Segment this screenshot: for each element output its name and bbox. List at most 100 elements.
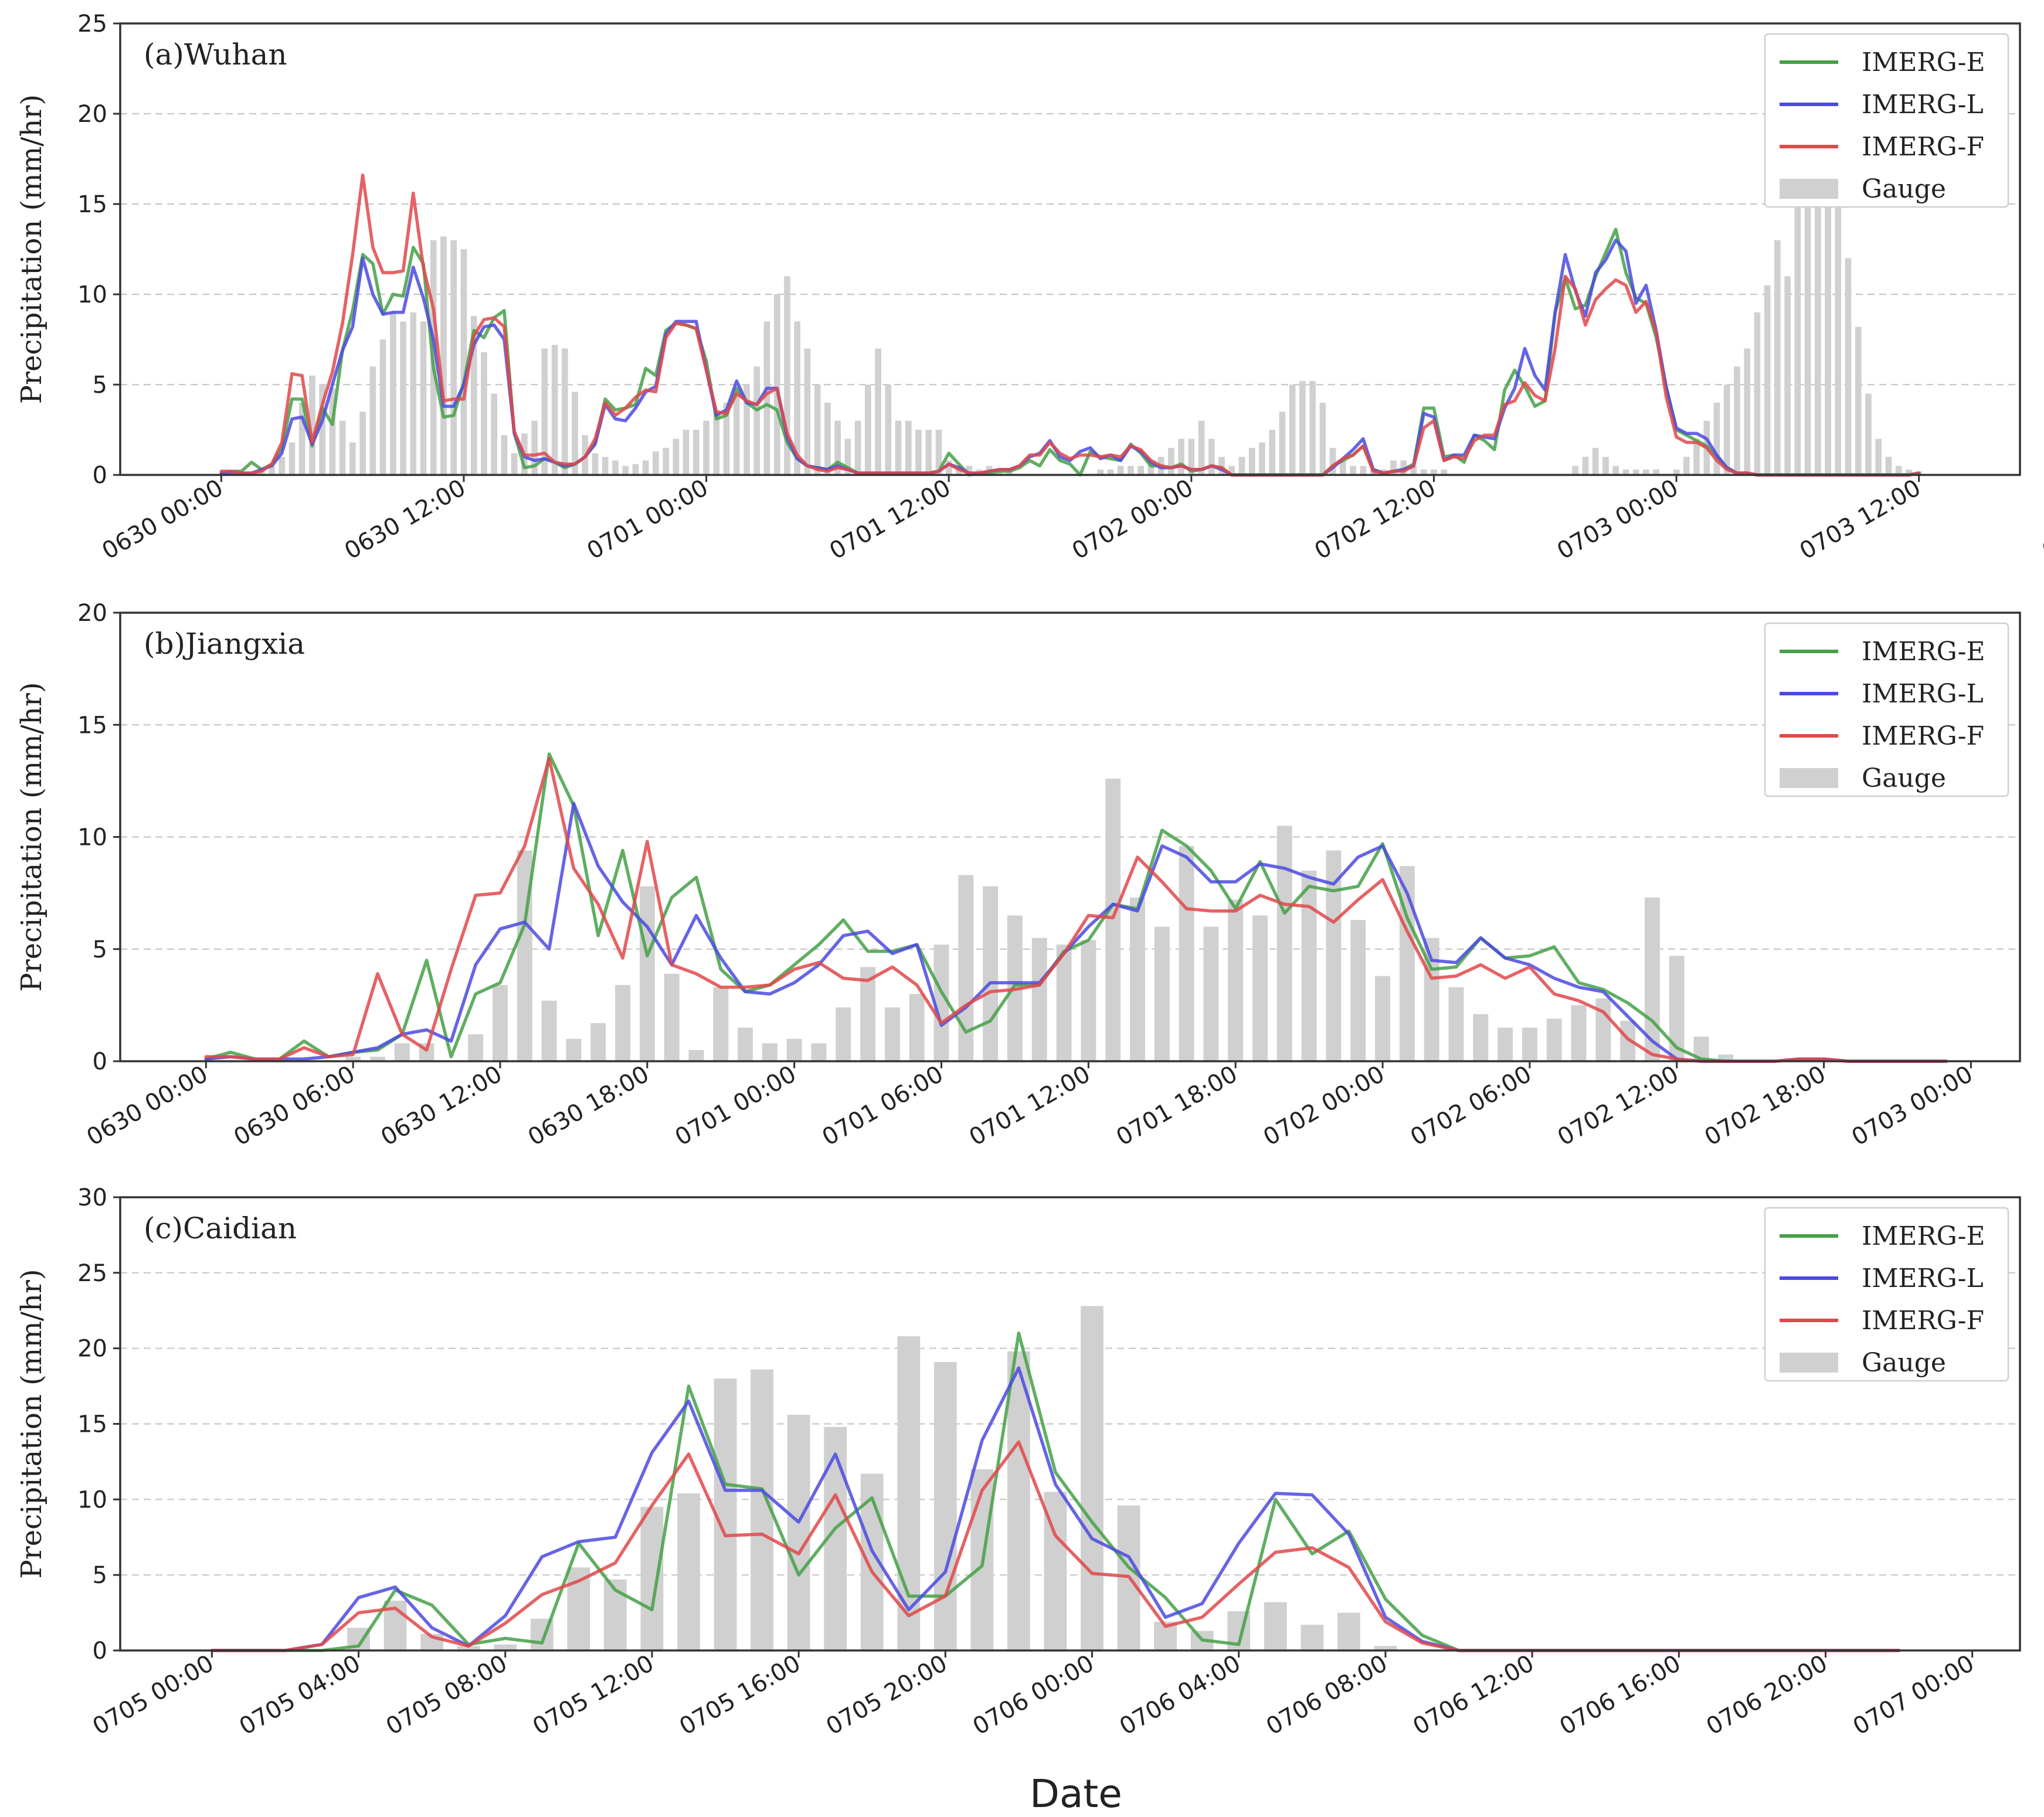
gauge-bar-wuhan — [814, 385, 821, 475]
gauge-bar-wuhan — [1006, 471, 1013, 475]
gauge-bar-wuhan — [602, 457, 609, 475]
gauge-bar-wuhan — [925, 430, 932, 475]
gauge-bar-wuhan — [1734, 366, 1740, 475]
gauge-bar-wuhan — [915, 430, 922, 475]
gauge-bar-wuhan — [349, 442, 356, 475]
gauge-bar-jiangxia — [909, 994, 925, 1061]
gauge-bar-wuhan — [1865, 393, 1872, 475]
legend-box-caidian — [1764, 1207, 2009, 1382]
gauge-bar-wuhan — [541, 348, 548, 475]
legend-label-gauge: Gauge — [1862, 763, 1946, 793]
gauge-bar-wuhan — [733, 393, 740, 475]
gauge-bar-caidian — [787, 1415, 810, 1650]
xtick-label-jiangxia: 0701 00:00 — [671, 1061, 801, 1152]
legend-label-imerg-l: IMERG-L — [1862, 679, 1984, 709]
series-imerg-f-line-wuhan — [219, 173, 1921, 477]
gauge-bar-wuhan — [1188, 439, 1195, 475]
gauge-bar-jiangxia — [1546, 1018, 1562, 1061]
gauge-bar-wuhan — [1794, 204, 1801, 475]
legend-label-imerg-f: IMERG-F — [1862, 132, 1984, 162]
plot-area-caidian — [119, 1196, 2021, 1652]
gauge-bar-jiangxia — [1081, 940, 1096, 1061]
gauge-bar-wuhan — [713, 412, 720, 475]
y-axis-label-jiangxia: Precipitation (mm/hr) — [15, 682, 48, 991]
gauge-bar-wuhan — [632, 464, 639, 475]
legend-label-imerg-l: IMERG-L — [1862, 90, 1984, 120]
gauge-bar-wuhan — [692, 430, 700, 475]
gauge-bar-caidian — [1007, 1351, 1030, 1650]
ytick-label-caidian: 30 — [77, 1184, 107, 1211]
gauge-bar-caidian — [933, 1361, 957, 1650]
gauge-bar-wuhan — [1875, 439, 1882, 475]
gauge-bar-jiangxia — [1252, 915, 1268, 1061]
gauge-bar-jiangxia — [1301, 870, 1317, 1061]
gauge-bar-wuhan — [1238, 457, 1245, 475]
gauge-bar-jiangxia — [983, 886, 999, 1061]
xtick-label-jiangxia: 0701 12:00 — [965, 1061, 1095, 1152]
ytick-label-jiangxia: 10 — [77, 824, 107, 851]
y-axis-label-wuhan: Precipitation (mm/hr) — [15, 94, 48, 404]
gauge-bar-wuhan — [511, 453, 518, 475]
gauge-bar-wuhan — [298, 402, 305, 475]
gauge-bar-wuhan — [683, 430, 690, 475]
legend-label-imerg-e: IMERG-E — [1862, 47, 1985, 77]
legend-box-wuhan — [1764, 33, 2009, 208]
x-axis-label: Date — [1030, 1771, 1122, 1816]
gauge-bar-wuhan — [1319, 402, 1326, 475]
gauge-bar-wuhan — [834, 420, 841, 475]
gauge-bar-wuhan — [481, 352, 487, 475]
gauge-bar-wuhan — [379, 339, 386, 475]
gauge-bar-wuhan — [1107, 469, 1114, 475]
gauge-bar-wuhan — [1774, 240, 1781, 475]
gauge-bar-wuhan — [804, 348, 811, 475]
xtick-label-caidian: 0706 16:00 — [1555, 1650, 1685, 1741]
gauge-bar-wuhan — [1178, 439, 1184, 475]
gauge-bar-wuhan — [1673, 469, 1680, 475]
ytick-label-jiangxia: 20 — [77, 600, 107, 627]
gauge-bar-wuhan — [1804, 77, 1811, 475]
gauge-bar-wuhan — [854, 420, 861, 475]
series-imerg-l-line-jiangxia — [204, 801, 1948, 1063]
gauge-bar-jiangxia — [688, 1050, 704, 1061]
gauge-bar-caidian — [1337, 1612, 1360, 1650]
gauge-bar-wuhan — [663, 447, 669, 475]
gauge-bar-jiangxia — [836, 1007, 851, 1061]
gauge-bar-wuhan — [1622, 469, 1629, 475]
gauge-bar-wuhan — [572, 392, 578, 475]
gauge-bar-caidian — [1264, 1602, 1287, 1650]
gauge-bar-wuhan — [309, 375, 315, 475]
panel-title-wuhan: (a)Wuhan — [144, 38, 287, 72]
gauge-bar-jiangxia — [493, 984, 508, 1061]
legend-box-jiangxia — [1764, 622, 2009, 797]
gauge-bar-wuhan — [1835, 195, 1842, 475]
gauge-bar-jiangxia — [811, 1043, 827, 1061]
panel-wuhan: 0 5 10 15 20 25 0630 00:00 0630 12:00 0701 00:00… — [15, 11, 2044, 565]
gauge-bar-wuhan — [753, 366, 760, 475]
xtick-label-wuhan: 0704 00:00 — [2038, 474, 2044, 565]
gauge-bar-wuhan — [470, 315, 477, 475]
gauge-bar-wuhan — [642, 460, 649, 475]
gauge-bar-wuhan — [279, 457, 286, 475]
legend-label-imerg-e: IMERG-E — [1862, 1221, 1985, 1251]
gauge-bar-wuhan — [703, 420, 709, 475]
gauge-bar-wuhan — [844, 439, 851, 475]
ytick-label-jiangxia: 0 — [93, 1048, 107, 1075]
gauge-bar-wuhan — [1825, 186, 1831, 475]
legend-label-gauge: Gauge — [1862, 1348, 1946, 1378]
legend-label-gauge: Gauge — [1862, 174, 1946, 204]
gauge-bar-wuhan — [864, 385, 871, 475]
gauge-bar-jiangxia — [615, 984, 630, 1061]
gauge-bar-wuhan — [592, 453, 599, 475]
gauge-bar-caidian — [677, 1493, 700, 1650]
ytick-label-wuhan: 15 — [77, 191, 107, 218]
xtick-label-jiangxia: 0701 18:00 — [1112, 1061, 1242, 1152]
xtick-label-caidian: 0707 00:00 — [1849, 1650, 1979, 1741]
ytick-label-wuhan: 0 — [93, 462, 107, 489]
panel-title-jiangxia: (b)Jiangxia — [144, 627, 305, 661]
gauge-bar-jiangxia — [884, 1007, 900, 1061]
gauge-bar-wuhan — [1431, 469, 1437, 475]
xtick-label-caidian: 0706 12:00 — [1408, 1650, 1539, 1741]
xtick-label-wuhan: 0703 00:00 — [1553, 474, 1683, 565]
gauge-bar-wuhan — [1279, 412, 1286, 475]
gauge-bar-jiangxia — [1154, 926, 1170, 1061]
